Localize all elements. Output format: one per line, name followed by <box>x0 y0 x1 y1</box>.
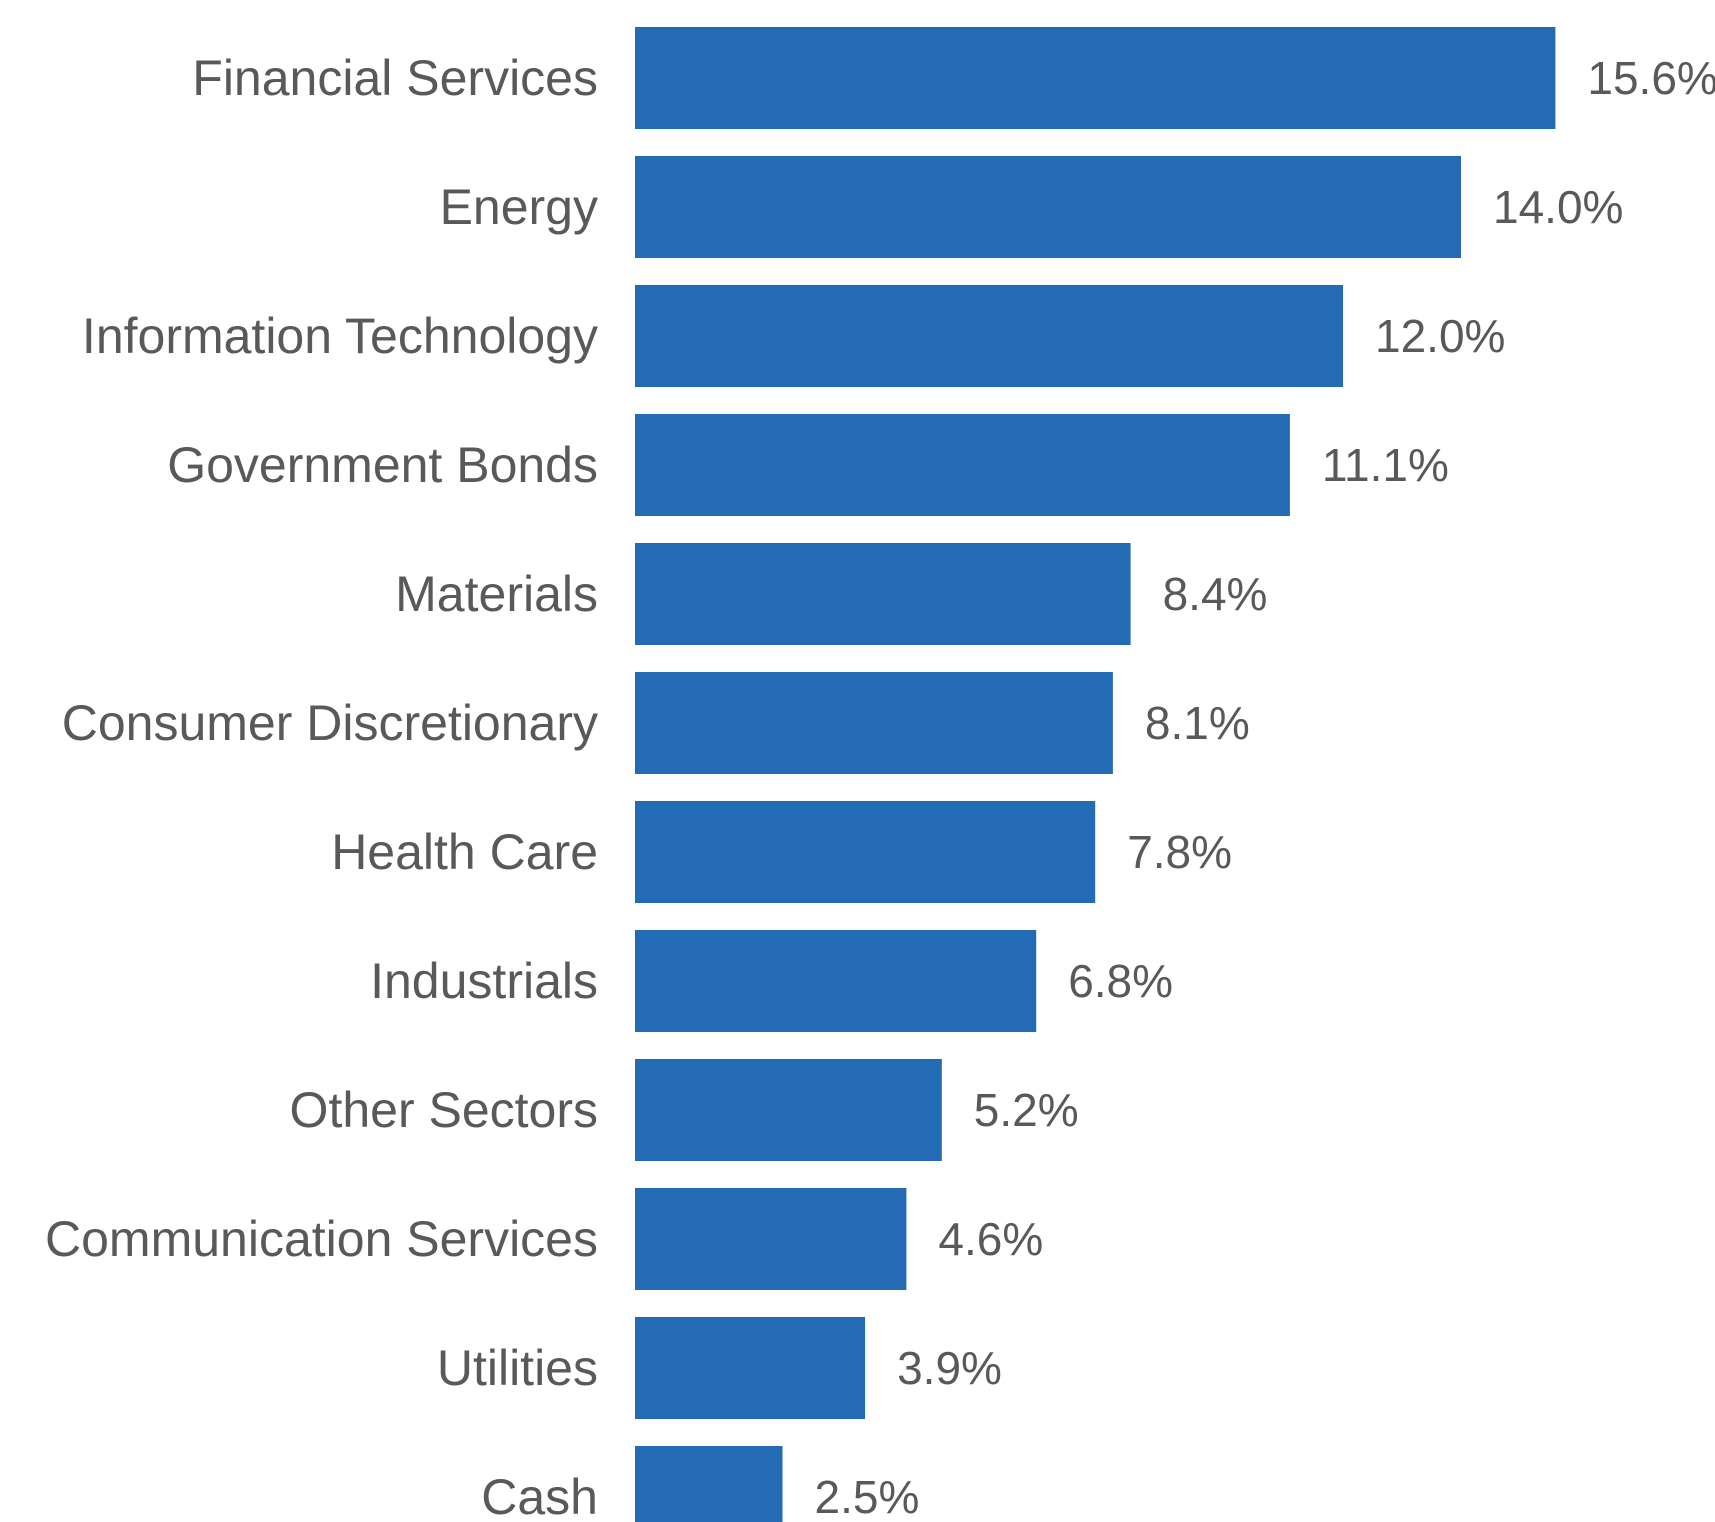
bar-energy <box>635 156 1461 258</box>
bar-cash <box>635 1446 783 1522</box>
value-label: 3.9% <box>897 1342 1002 1394</box>
value-label: 7.8% <box>1127 826 1232 878</box>
value-labels: 15.6% 14.0% 12.0% 11.1% 8.4% 8.1% 7.8% 6.8% 5.2%… <box>815 52 1715 1522</box>
category-label: Industrials <box>370 953 598 1009</box>
category-label: Energy <box>440 179 598 235</box>
category-label: Information Technology <box>82 308 598 364</box>
value-label: 5.2% <box>974 1084 1079 1136</box>
category-label: Health Care <box>331 824 598 880</box>
bar-other-sectors <box>635 1059 942 1161</box>
bars <box>635 27 1556 1522</box>
value-label: 4.6% <box>938 1213 1043 1265</box>
bar-communication-services <box>635 1188 907 1290</box>
category-label: Materials <box>395 566 598 622</box>
value-label: 14.0% <box>1493 181 1623 233</box>
category-label: Utilities <box>437 1340 598 1396</box>
value-label: 11.1% <box>1322 439 1449 491</box>
value-label: 8.1% <box>1145 697 1250 749</box>
category-labels: Financial Services Energy Information Tech… <box>45 50 598 1522</box>
value-label: 6.8% <box>1068 955 1173 1007</box>
bar-consumer-discretionary <box>635 672 1113 774</box>
bar-financial-services <box>635 27 1556 129</box>
value-label: 2.5% <box>815 1471 920 1522</box>
bar-health-care <box>635 801 1096 903</box>
bar-information-technology <box>635 285 1343 387</box>
bar-industrials <box>635 930 1037 1032</box>
category-label: Financial Services <box>192 50 598 106</box>
category-label: Cash <box>481 1469 598 1522</box>
category-label: Communication Services <box>45 1211 598 1267</box>
bar-utilities <box>635 1317 866 1419</box>
value-label: 15.6% <box>1587 52 1715 104</box>
bar-government-bonds <box>635 414 1290 516</box>
category-label: Other Sectors <box>290 1082 598 1138</box>
category-label: Government Bonds <box>167 437 598 493</box>
category-label: Consumer Discretionary <box>62 695 598 751</box>
bar-materials <box>635 543 1131 645</box>
value-label: 8.4% <box>1163 568 1268 620</box>
value-label: 12.0% <box>1375 310 1505 362</box>
